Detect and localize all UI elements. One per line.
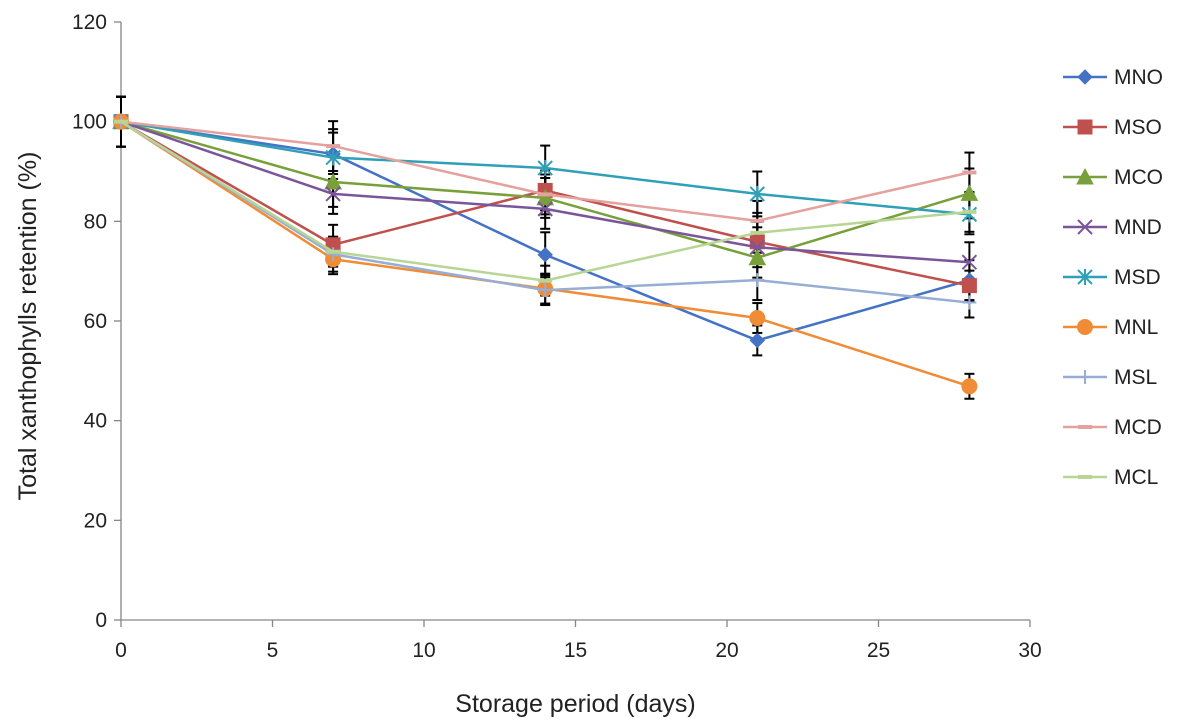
- data-point: [962, 209, 977, 214]
- data-point: [749, 332, 766, 349]
- data-point: [960, 184, 979, 201]
- legend-marker: [1078, 425, 1092, 429]
- data-point: [538, 283, 553, 298]
- legend-item: MSO: [1063, 116, 1162, 139]
- legend-label: MCD: [1114, 416, 1162, 439]
- series-mcl: [114, 119, 977, 283]
- legend-label: MNL: [1114, 316, 1158, 339]
- legend-marker: [1078, 370, 1092, 384]
- axes: 0 20 40 60 80 100 120 0 5 10 15 20 25 30: [72, 11, 1042, 662]
- data-point: [750, 273, 765, 288]
- data-point: [114, 119, 128, 124]
- legend-label: MCO: [1114, 166, 1163, 189]
- x-axis-title: Storage period (days): [455, 690, 695, 718]
- data-point: [961, 206, 978, 223]
- y-tick-label: 60: [84, 310, 107, 333]
- y-tick-label: 40: [84, 410, 107, 433]
- legend-marker: [1078, 475, 1092, 479]
- data-point: [962, 170, 977, 175]
- x-tick-label: 25: [867, 639, 890, 662]
- data-point: [749, 310, 766, 327]
- data-point: [748, 248, 767, 266]
- legend-item: MCO: [1063, 166, 1163, 189]
- legend-label: MSD: [1114, 266, 1161, 289]
- legend-label: MSL: [1114, 366, 1157, 389]
- legend-item: MSD: [1063, 266, 1161, 289]
- legend-label: MND: [1114, 216, 1162, 239]
- y-tick-label: 80: [84, 210, 107, 233]
- legend-item: MCL: [1063, 466, 1158, 489]
- legend: MNO MSO MCO MND MSD MNL MSL MCD MCL: [1063, 66, 1163, 489]
- legend-label: MCL: [1114, 466, 1158, 489]
- legend-item: MNL: [1063, 316, 1158, 339]
- y-tick-label: 100: [72, 111, 107, 134]
- data-point: [538, 192, 553, 197]
- data-point: [750, 218, 765, 223]
- data-point: [537, 201, 553, 217]
- legend-label: MSO: [1114, 116, 1162, 139]
- data-point: [326, 144, 341, 149]
- y-tick-label: 0: [95, 609, 107, 632]
- x-tick-label: 30: [1018, 639, 1041, 662]
- data-point: [961, 378, 978, 395]
- series-msd: [113, 113, 978, 223]
- y-tick-label: 120: [72, 11, 107, 34]
- data-point: [537, 247, 553, 263]
- data-point: [749, 185, 766, 202]
- data-point: [538, 278, 553, 283]
- data-point: [326, 249, 341, 254]
- data-point: [324, 172, 342, 190]
- legend-item: MND: [1063, 216, 1162, 239]
- legend-marker: [1077, 119, 1093, 135]
- legend-item: MSL: [1063, 366, 1157, 389]
- legend-marker: [1077, 219, 1093, 235]
- x-tick-label: 20: [715, 639, 738, 662]
- data-point: [961, 278, 977, 294]
- legend-item: MNO: [1063, 66, 1163, 89]
- legend-label: MNO: [1114, 66, 1163, 89]
- x-tick-label: 5: [267, 639, 279, 662]
- legend-marker: [1077, 269, 1093, 285]
- legend-marker: [1077, 69, 1093, 85]
- x-tick-label: 15: [564, 639, 587, 662]
- legend-marker: [1077, 319, 1093, 335]
- legend-item: MCD: [1063, 416, 1162, 439]
- data-point: [537, 160, 553, 177]
- data-point: [326, 247, 341, 262]
- data-point: [536, 188, 555, 206]
- data-point: [325, 186, 341, 202]
- y-axis-title: Total xanthophylls retention (%): [14, 152, 42, 501]
- x-tick-label: 10: [412, 639, 435, 662]
- y-tick-label: 20: [84, 509, 107, 532]
- data-point: [961, 254, 978, 270]
- series-group: [112, 95, 979, 400]
- data-point: [962, 295, 977, 310]
- data-point: [750, 230, 765, 235]
- legend-marker: [1076, 167, 1094, 185]
- x-tick-label: 0: [115, 639, 127, 662]
- data-point: [325, 149, 341, 166]
- data-point: [749, 239, 766, 255]
